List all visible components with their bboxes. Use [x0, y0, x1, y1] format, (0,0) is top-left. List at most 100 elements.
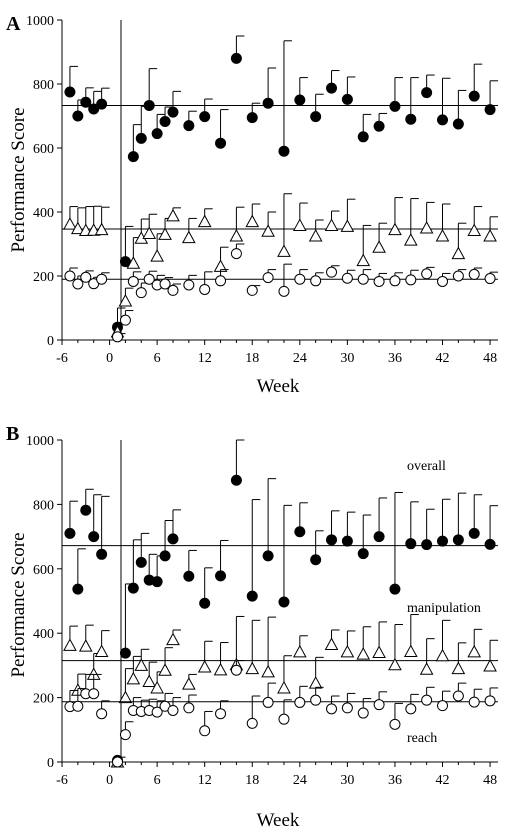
panel-a-y-tick-label: 0: [47, 334, 54, 349]
panel-a-point-filled-circle: [310, 111, 322, 123]
panel-b-point-open-triangle: [324, 637, 339, 650]
panel-a-point-filled-circle: [468, 90, 480, 102]
panel-b-point-filled-circle: [278, 596, 290, 608]
panel-a-point-filled-circle: [167, 106, 179, 118]
panel-a-point-filled-circle: [151, 128, 163, 140]
panel-a-point-open-triangle: [308, 228, 323, 242]
panel-b-point-open-triangle: [419, 662, 434, 675]
panel-b-point-open-triangle: [261, 664, 275, 678]
panel-a-point-open-circle: [230, 248, 242, 260]
panel-a-point-open-triangle: [166, 208, 180, 222]
panel-a-point-open-triangle: [197, 214, 212, 228]
panel-b-point-open-circle: [167, 704, 179, 716]
panel-b-point-open-triangle: [94, 644, 109, 658]
panel-b-point-filled-circle: [183, 570, 195, 582]
panel-a-x-tick-label: 24: [293, 351, 307, 366]
panel-a-point-filled-circle: [135, 132, 147, 144]
panel-a-point-open-triangle: [71, 221, 85, 235]
panel-a-point-open-circle: [389, 275, 401, 287]
panel-b-point-filled-circle: [96, 548, 108, 560]
panel-b-point-filled-circle: [64, 527, 76, 539]
panel-a-x-tick-label: 30: [340, 351, 354, 366]
panel-b-point-open-circle: [341, 702, 353, 714]
panel-a-point-open-circle: [421, 268, 433, 280]
panel-a-x-tick-label: -6: [56, 351, 68, 366]
panel-a-x-tick-label: 18: [245, 351, 259, 366]
panel-a-point-open-triangle: [245, 214, 260, 228]
annotation-reach: reach: [407, 731, 437, 746]
panel-b-letter: B: [6, 423, 19, 445]
panel-a-point-open-triangle: [150, 249, 164, 262]
panel-a-point-filled-circle: [183, 120, 195, 132]
panel-a-point-filled-circle: [96, 98, 108, 110]
panel-a-point-open-triangle: [324, 218, 339, 231]
panel-b-x-tick-label: 0: [106, 773, 113, 788]
panel-b-point-open-triangle: [372, 645, 386, 659]
panel-b-point-filled-circle: [405, 538, 417, 550]
panel-b-point-filled-circle: [88, 531, 100, 543]
panel-b-point-open-triangle: [213, 662, 228, 676]
panel-b-point-filled-circle: [230, 474, 242, 486]
panel-b-point-open-circle: [278, 713, 290, 725]
panel-b-point-filled-circle: [167, 533, 179, 545]
panel-a-point-open-circle: [96, 273, 108, 285]
panel-b-point-open-circle: [96, 708, 108, 720]
panel-b-point-open-circle: [373, 699, 385, 711]
panel-a-point-open-circle: [468, 268, 480, 280]
panel-b-point-open-circle: [119, 729, 131, 741]
panel-b-point-open-triangle: [467, 644, 482, 658]
panel-b-point-open-circle: [262, 696, 274, 708]
panel-b-point-open-circle: [294, 696, 306, 708]
panel-b-point-filled-circle: [246, 590, 258, 602]
panel-b-point-open-circle: [72, 700, 84, 712]
panel-a-point-filled-circle: [437, 114, 449, 126]
panel-b-y-tick-label: 400: [33, 627, 54, 642]
panel-b-point-filled-circle: [310, 554, 322, 566]
panel-b-point-open-triangle: [340, 644, 355, 658]
annotation-manipulation: manipulation: [407, 601, 481, 616]
panel-b-point-filled-circle: [199, 597, 211, 609]
panel-b-point-open-circle: [88, 688, 100, 700]
panel-b-point-open-circle: [389, 718, 401, 730]
panel-b-point-open-circle: [421, 694, 433, 706]
panel-b-point-filled-circle: [294, 526, 306, 538]
panel-a-point-open-triangle: [126, 256, 141, 269]
panel-b-x-tick-label: 48: [483, 773, 497, 788]
panel-b-point-filled-circle: [262, 550, 274, 562]
panel-b-point-open-circle: [310, 694, 322, 706]
panel-a-point-open-triangle: [142, 226, 157, 239]
panel-b-point-open-circle: [246, 717, 258, 729]
panel-a-point-filled-circle: [72, 110, 84, 122]
panel-b-point-open-triangle: [78, 639, 93, 652]
panel-a-point-open-circle: [278, 285, 290, 297]
panel-a-point-open-triangle: [63, 217, 77, 230]
panel-a-point-filled-circle: [373, 120, 385, 132]
panel-a-x-tick-label: 48: [483, 351, 497, 366]
panel-a-point-open-circle: [135, 287, 147, 299]
panel-a-point-open-circle: [357, 273, 369, 285]
panel-a-x-tick-label: 6: [154, 351, 161, 366]
panel-a-point-open-triangle: [118, 293, 133, 307]
panel-a-point-filled-circle: [389, 100, 401, 112]
panel-b-point-open-circle: [468, 696, 480, 708]
panel-a-point-open-triangle: [261, 224, 275, 237]
panel-a-point-open-circle: [167, 284, 179, 296]
panel-b-point-filled-circle: [72, 583, 84, 595]
panel-b-point-open-triangle: [63, 638, 77, 651]
panel-a-point-open-circle: [199, 283, 211, 295]
panel-b-point-filled-circle: [437, 535, 449, 547]
panel-a-y-tick-label: 200: [33, 270, 54, 285]
panel-a: A Performance Score Week 0 200 400 600 800 10…: [6, 13, 499, 397]
panel-a-point-open-triangle: [467, 223, 482, 237]
panel-b-point-open-triangle: [134, 658, 149, 671]
panel-b-point-open-triangle: [142, 674, 157, 687]
panel-b-point-open-triangle: [158, 663, 172, 676]
panel-b-point-open-triangle: [166, 632, 180, 646]
panel-b-point-open-triangle: [451, 661, 466, 675]
panel-b-y-tick-label: 200: [33, 692, 54, 707]
panel-b: B Performance Score Week overall manipul…: [6, 423, 499, 831]
panel-a-point-open-triangle: [388, 222, 402, 236]
panel-b-point-filled-circle: [421, 539, 433, 551]
panel-a-point-filled-circle: [64, 86, 76, 98]
